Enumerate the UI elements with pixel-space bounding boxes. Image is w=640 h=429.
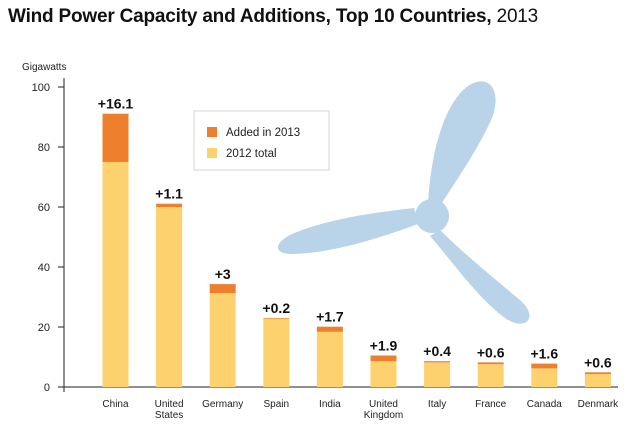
- bar-added-2013: [209, 284, 236, 294]
- legend-swatch-added: [207, 127, 217, 137]
- bar-2012-total: [102, 162, 129, 387]
- y-tick-label: 0: [44, 382, 50, 394]
- y-tick-label: 20: [38, 322, 50, 334]
- y-tick-label: 60: [38, 202, 50, 214]
- bar-added-2013: [102, 113, 129, 162]
- chart-title-main: Wind Power Capacity and Additions, Top 1…: [8, 6, 492, 27]
- legend-box: [193, 110, 330, 171]
- bar-2012-total: [584, 374, 611, 387]
- data-label: +0.4: [423, 343, 451, 359]
- data-label: +1.7: [316, 309, 344, 325]
- chart-title: Wind Power Capacity and Additions, Top 1…: [8, 6, 538, 28]
- data-label: +3: [215, 266, 231, 282]
- category-label: United: [369, 399, 398, 410]
- data-label: +16.1: [98, 96, 134, 112]
- bar-added-2013: [156, 203, 183, 207]
- legend-label-2012: 2012 total: [226, 148, 277, 160]
- data-label: +1.1: [155, 186, 183, 202]
- category-label: Germany: [202, 399, 243, 410]
- turbine-blade-top: [428, 81, 496, 206]
- bar-added-2013: [370, 355, 397, 362]
- bar-added-2013: [316, 326, 343, 332]
- bars: +16.1 +1.1 +3 +0.2 +1.7 +1.9 +0.4 +0.6 +1.6 +0.6: [98, 96, 612, 387]
- bar-added-2013: [424, 361, 451, 363]
- y-tick-label: 80: [38, 142, 50, 154]
- category-label: United: [155, 399, 184, 410]
- bar-2012-total: [477, 364, 504, 387]
- category-label: Spain: [264, 399, 290, 410]
- bar-added-2013: [263, 318, 290, 319]
- wind-turbine-icon: [277, 81, 530, 324]
- category-label: States: [155, 410, 183, 421]
- category-label: India: [319, 399, 341, 410]
- y-tick-label: 100: [32, 82, 50, 94]
- category-label: Kingdom: [364, 410, 403, 421]
- data-label: +0.2: [262, 300, 290, 316]
- bar-2012-total: [209, 293, 236, 387]
- category-label: China: [102, 399, 129, 410]
- data-label: +1.9: [370, 338, 398, 354]
- legend: Added in 2013 2012 total: [193, 110, 330, 171]
- bar-2012-total: [316, 331, 343, 387]
- bar-2012-total: [156, 207, 183, 387]
- bar-added-2013: [584, 372, 611, 375]
- legend-swatch-2012: [207, 148, 217, 158]
- y-tick-label: 40: [38, 262, 50, 274]
- category-label: France: [475, 399, 507, 410]
- category-label: Canada: [527, 399, 562, 410]
- y-ticks: 0 20 40 60 80 100: [32, 82, 64, 394]
- chart-title-year: 2013: [496, 6, 539, 27]
- bar-added-2013: [477, 362, 504, 365]
- category-label: Italy: [428, 399, 446, 410]
- turbine-blade-right: [430, 230, 530, 324]
- category-label: Denmark: [578, 399, 620, 410]
- data-label: +0.6: [584, 354, 612, 370]
- bar-added-2013: [531, 363, 558, 369]
- turbine-blade-left: [277, 208, 418, 254]
- bar-2012-total: [370, 361, 397, 387]
- data-label: +0.6: [477, 344, 505, 360]
- bar-2012-total: [531, 368, 558, 387]
- turbine-hub: [415, 199, 449, 233]
- legend-label-added: Added in 2013: [226, 127, 300, 139]
- y-axis-label: Gigawatts: [22, 62, 66, 73]
- bar-2012-total: [424, 362, 451, 387]
- data-label: +1.6: [530, 346, 558, 362]
- bar-2012-total: [263, 318, 290, 387]
